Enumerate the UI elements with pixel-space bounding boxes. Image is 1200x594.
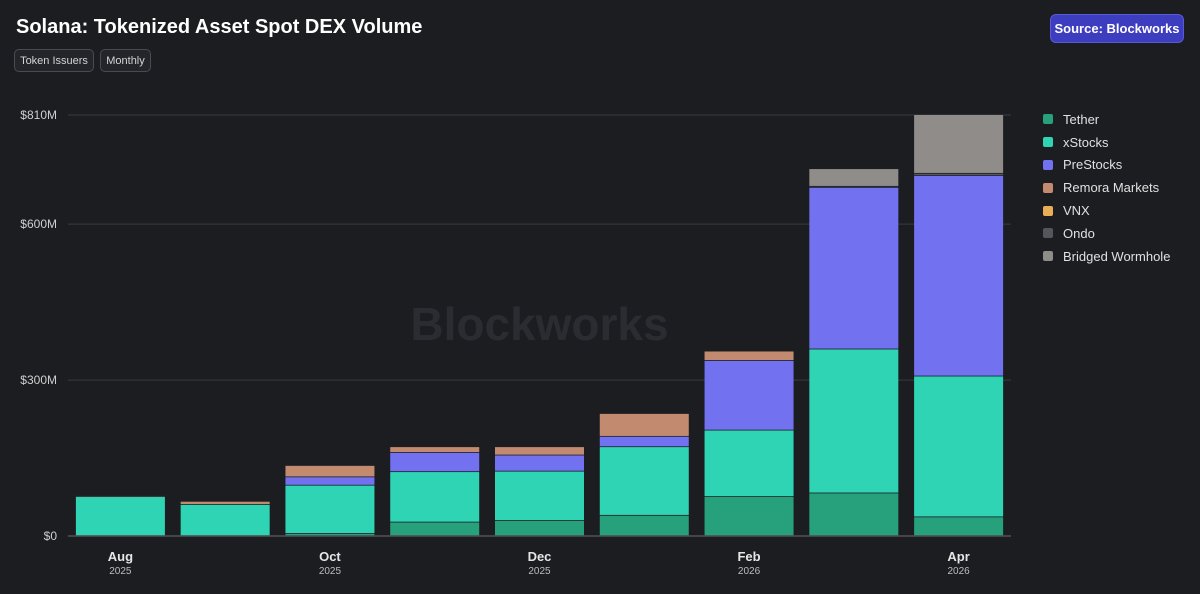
- x-tick-month: Dec: [528, 549, 552, 564]
- source-button[interactable]: Source: Blockworks: [1050, 14, 1184, 43]
- legend-label: xStocks: [1063, 134, 1109, 150]
- legend-label: Bridged Wormhole: [1063, 248, 1171, 264]
- bar-segment-xstocks: [390, 472, 480, 522]
- legend-swatch: [1043, 182, 1053, 193]
- x-tick-year: 2026: [738, 566, 761, 577]
- token-issuers-filter[interactable]: Token Issuers: [14, 49, 94, 72]
- legend-item[interactable]: Bridged Wormhole: [1043, 245, 1170, 268]
- legend-swatch: [1043, 159, 1053, 170]
- bar-segment-prestocks: [914, 175, 1004, 376]
- bar-segment-remora-markets: [180, 501, 270, 505]
- watermark-text: Blockworks: [410, 298, 668, 350]
- bar-segment-xstocks: [495, 471, 584, 521]
- bar-segment-prestocks: [495, 455, 584, 471]
- bar-segment-tether: [599, 515, 689, 536]
- x-tick-month: Aug: [108, 549, 133, 564]
- chart-title: Solana: Tokenized Asset Spot DEX Volume: [16, 16, 423, 38]
- bar-segment-tether: [285, 533, 375, 536]
- bar-segment-xstocks: [704, 430, 794, 497]
- legend-label: PreStocks: [1063, 157, 1123, 173]
- legend-swatch: [1043, 205, 1053, 216]
- y-tick-label: $600M: [20, 217, 57, 231]
- bar-segment-xstocks: [809, 349, 899, 493]
- bar-segment-prestocks: [285, 477, 375, 485]
- legend-item[interactable]: Remora Markets: [1043, 176, 1170, 199]
- bar-segment-prestocks: [390, 452, 480, 472]
- bar-segment-remora-markets: [390, 447, 480, 453]
- x-tick-year: 2025: [319, 566, 342, 577]
- bar-segment-tether: [704, 497, 794, 536]
- bar-segment-bridged-wormhole: [914, 115, 1004, 173]
- bar-segment-remora-markets: [704, 351, 794, 361]
- bar-segment-prestocks: [599, 436, 689, 447]
- legend-label: Ondo: [1063, 225, 1095, 241]
- bar-segment-xstocks: [285, 485, 375, 534]
- bar-segment-tether: [809, 493, 899, 536]
- bar-segment-prestocks: [704, 360, 794, 430]
- monthly-filter[interactable]: Monthly: [100, 49, 151, 72]
- y-tick-label: $0: [44, 529, 58, 543]
- bar-segment-xstocks: [180, 504, 270, 536]
- bar-segment-tether: [390, 522, 480, 536]
- y-tick-label: $300M: [20, 373, 57, 387]
- bar-segment-remora-markets: [285, 465, 375, 477]
- bar-segment-tether: [914, 517, 1004, 536]
- bar-segment-xstocks: [914, 376, 1004, 517]
- legend-label: Remora Markets: [1063, 180, 1160, 196]
- legend-label: VNX: [1063, 203, 1090, 219]
- legend-swatch: [1043, 114, 1053, 125]
- legend-swatch: [1043, 137, 1053, 148]
- bar-segment-xstocks: [599, 447, 689, 515]
- bar-segment-ondo: [914, 173, 1004, 176]
- x-tick-month: Apr: [947, 549, 969, 564]
- x-tick-month: Oct: [319, 549, 341, 564]
- chart-legend: Tether xStocks PreStocks Remora Markets VNX O…: [1043, 108, 1170, 268]
- bar-segment-remora-markets: [495, 447, 584, 455]
- legend-item[interactable]: PreStocks: [1043, 154, 1170, 177]
- y-tick-label: $810M: [20, 108, 57, 122]
- legend-item[interactable]: xStocks: [1043, 131, 1170, 154]
- legend-item[interactable]: Tether: [1043, 108, 1170, 131]
- x-tick-year: 2025: [109, 566, 132, 577]
- legend-swatch: [1043, 251, 1053, 262]
- bar-segment-bridged-wormhole: [809, 169, 899, 186]
- bar-segment-remora-markets: [599, 413, 689, 436]
- legend-item[interactable]: Ondo: [1043, 222, 1170, 245]
- legend-swatch: [1043, 228, 1053, 239]
- bar-segment-xstocks: [75, 497, 165, 536]
- bar-segment-prestocks: [809, 187, 899, 349]
- x-tick-month: Feb: [737, 549, 760, 564]
- legend-item[interactable]: VNX: [1043, 199, 1170, 222]
- x-tick-year: 2025: [528, 566, 551, 577]
- x-tick-year: 2026: [947, 566, 970, 577]
- legend-label: Tether: [1063, 111, 1100, 127]
- bar-segment-tether: [495, 520, 584, 536]
